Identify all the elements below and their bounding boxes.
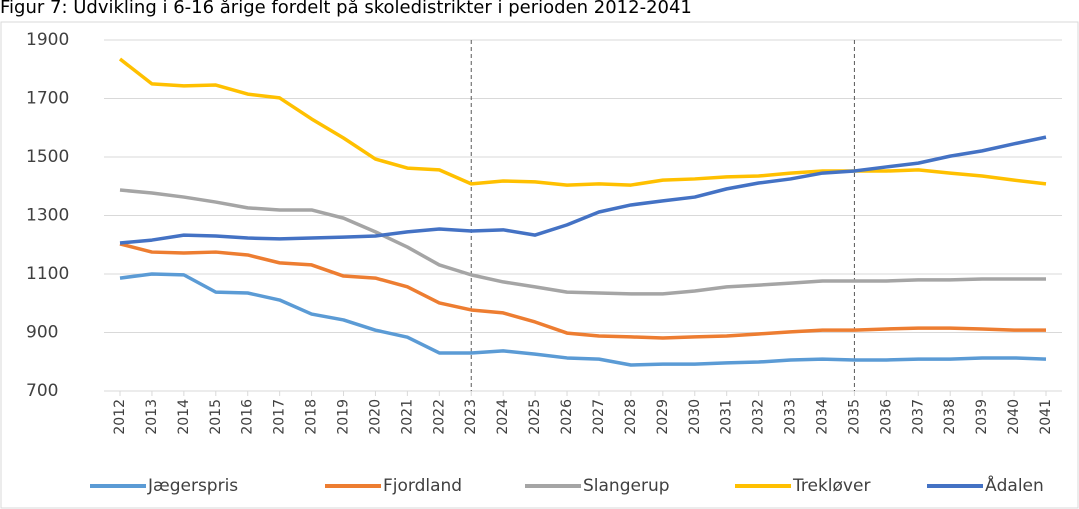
x-tick-label: 2030 <box>687 399 703 435</box>
chart-title: Figur 7: Udvikling i 6-16 årige fordelt … <box>0 0 692 18</box>
legend-label: Slangerup <box>583 476 670 496</box>
y-tick-label: 1300 <box>26 206 69 226</box>
y-tick-label: 900 <box>26 323 58 343</box>
x-tick-label: 2026 <box>559 399 575 435</box>
line-series <box>118 57 1047 187</box>
x-tick-label: 2034 <box>814 399 830 435</box>
x-tick-label: 2036 <box>878 399 894 435</box>
x-tick-label: 2035 <box>846 399 862 435</box>
x-tick-label: 2022 <box>431 399 447 435</box>
x-tick-label: 2040 <box>1006 399 1022 435</box>
y-tick-label: 1900 <box>26 30 69 50</box>
x-tick-label: 2038 <box>942 399 958 435</box>
x-tick-label: 2020 <box>367 399 383 435</box>
line-series <box>119 272 1047 367</box>
x-tick-label: 2028 <box>623 399 639 435</box>
y-tick-label: 1500 <box>26 147 69 167</box>
legend-label: Fjordland <box>383 476 462 496</box>
x-tick-label: 2019 <box>336 399 352 435</box>
x-tick-label: 2012 <box>112 399 128 435</box>
legend-label: Trekløver <box>792 476 870 496</box>
x-tick-label: 2013 <box>144 399 160 435</box>
line-series <box>119 242 1046 340</box>
x-tick-label: 2033 <box>783 399 799 435</box>
line-series <box>119 135 1047 245</box>
legend-label: Ådalen <box>985 474 1044 496</box>
x-tick-label: 2021 <box>399 399 415 435</box>
line-series <box>119 188 1046 296</box>
y-tick-label: 700 <box>26 381 58 401</box>
x-tick-label: 2039 <box>974 399 990 435</box>
y-tick-label: 1100 <box>26 264 69 284</box>
x-tick-label: 2025 <box>527 399 543 435</box>
x-tick-label: 2014 <box>176 399 192 435</box>
x-tick-label: 2037 <box>910 399 926 435</box>
x-tick-label: 2018 <box>304 399 320 435</box>
x-tick-label: 2015 <box>208 399 224 435</box>
x-tick-label: 2031 <box>719 399 735 435</box>
x-tick-label: 2024 <box>495 399 511 435</box>
x-tick-label: 2041 <box>1038 399 1054 435</box>
x-tick-label: 2027 <box>591 399 607 435</box>
x-tick-label: 2017 <box>272 399 288 435</box>
legend-label: Jægerspris <box>147 476 238 496</box>
x-tick-label: 2023 <box>463 399 479 435</box>
x-tick-label: 2016 <box>240 399 256 435</box>
chart-frame <box>0 21 1079 509</box>
x-tick-label: 2032 <box>751 399 767 435</box>
y-tick-label: 1700 <box>26 89 69 109</box>
x-tick-label: 2029 <box>655 399 671 435</box>
